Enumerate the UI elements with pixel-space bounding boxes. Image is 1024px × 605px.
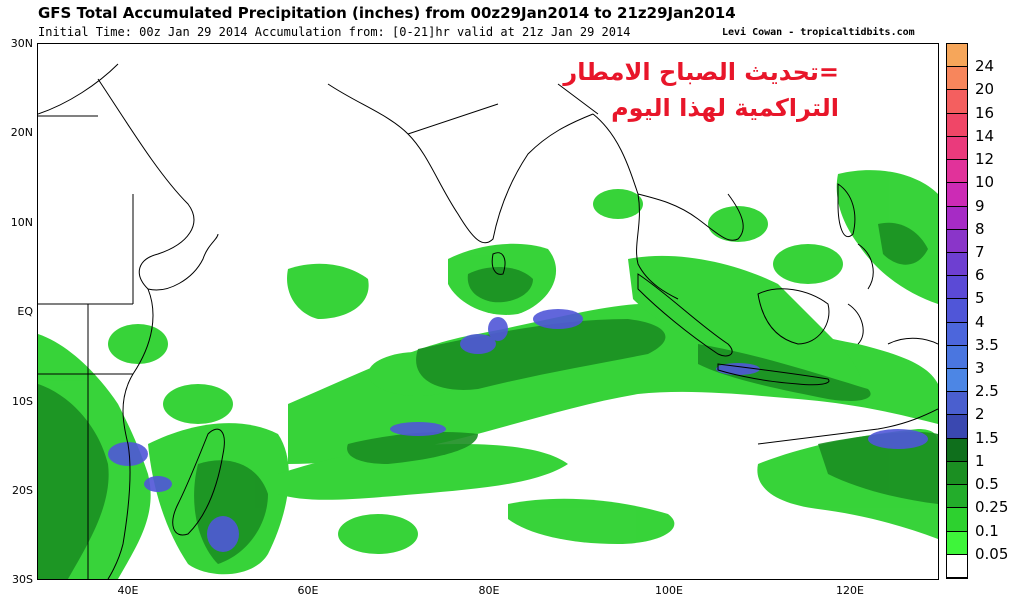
colorbar-cell — [947, 90, 967, 114]
colorbar-cell — [947, 252, 967, 277]
colorbar-label: 0.1 — [975, 521, 999, 540]
colorbar-cell — [947, 136, 967, 161]
colorbar-label: 2.5 — [975, 382, 999, 401]
colorbar-cell — [947, 369, 967, 393]
colorbar-cell — [947, 392, 967, 416]
colorbar-label: 1.5 — [975, 428, 999, 447]
coastlines — [38, 63, 938, 579]
colorbar-label: 3 — [975, 359, 985, 378]
colorbar-label: 5 — [975, 289, 985, 308]
colorbar-cell — [947, 229, 967, 253]
colorbar-cell — [947, 44, 967, 68]
colorbar-cell — [947, 508, 967, 532]
colorbar-label: 0.25 — [975, 498, 1009, 517]
colorbar-label: 2 — [975, 405, 985, 424]
colorbar-cell — [947, 299, 967, 323]
colorbar-cell — [947, 554, 967, 578]
colorbar-cell — [947, 67, 967, 91]
lat-label-20s: 20S — [12, 484, 33, 497]
colorbar-label: 0.05 — [975, 544, 1009, 563]
colorbar-cell — [947, 485, 967, 509]
colorbar-cell — [947, 415, 967, 439]
colorbar-label: 1 — [975, 451, 985, 470]
lon-label-80e: 80E — [478, 584, 500, 597]
colorbar-label: 4 — [975, 312, 985, 331]
colorbar-cell — [947, 461, 967, 486]
lon-label-40e: 40E — [117, 584, 139, 597]
colorbar-cell — [947, 183, 967, 207]
arabic-annotation: =تحديث الصباح الامطار التراكمية لهذا الي… — [563, 54, 839, 126]
lon-label-100e: 100E — [655, 584, 683, 597]
colorbar-cell — [947, 531, 967, 555]
arabic-annotation-line2: التراكمية لهذا اليوم — [611, 94, 839, 122]
colorbar-label: 14 — [975, 126, 995, 145]
lon-label-120e: 120E — [836, 584, 864, 597]
colorbar-cell — [947, 322, 967, 346]
precip-heavy-field — [108, 309, 928, 552]
colorbar-label: 6 — [975, 266, 985, 285]
colorbar-label: 20 — [975, 80, 995, 99]
arabic-annotation-line1: =تحديث الصباح الامطار — [563, 58, 839, 86]
lon-label-60e: 60E — [297, 584, 319, 597]
lat-label-20n: 20N — [10, 126, 33, 139]
lat-label-10s: 10S — [12, 395, 33, 408]
precipitation-map — [37, 43, 939, 580]
colorbar-cell — [947, 438, 967, 462]
colorbar-label: 7 — [975, 242, 985, 261]
lat-label-30n: 30N — [10, 37, 33, 50]
colorbar-cell — [947, 113, 967, 137]
map-canvas — [38, 63, 938, 579]
precip-colorbar — [946, 43, 968, 579]
map-title: GFS Total Accumulated Precipitation (inc… — [38, 4, 736, 22]
colorbar-label: 3.5 — [975, 335, 999, 354]
colorbar-label: 16 — [975, 103, 995, 122]
colorbar-label: 12 — [975, 150, 995, 169]
colorbar-cell — [947, 345, 967, 370]
lat-label-10n: 10N — [10, 216, 33, 229]
lat-label-30s: 30S — [12, 573, 33, 586]
map-subtitle: Initial Time: 00z Jan 29 2014 Accumulati… — [38, 25, 631, 39]
colorbar-label: 24 — [975, 57, 995, 76]
colorbar-cell — [947, 160, 967, 184]
colorbar-label: 0.5 — [975, 475, 999, 494]
colorbar-cell — [947, 206, 967, 230]
colorbar-cell — [947, 276, 967, 300]
colorbar-label: 9 — [975, 196, 985, 215]
lat-label-eq: EQ — [17, 305, 33, 318]
map-credit: Levi Cowan - tropicaltidbits.com — [722, 27, 915, 38]
colorbar-label: 10 — [975, 173, 995, 192]
colorbar-label: 8 — [975, 219, 985, 238]
